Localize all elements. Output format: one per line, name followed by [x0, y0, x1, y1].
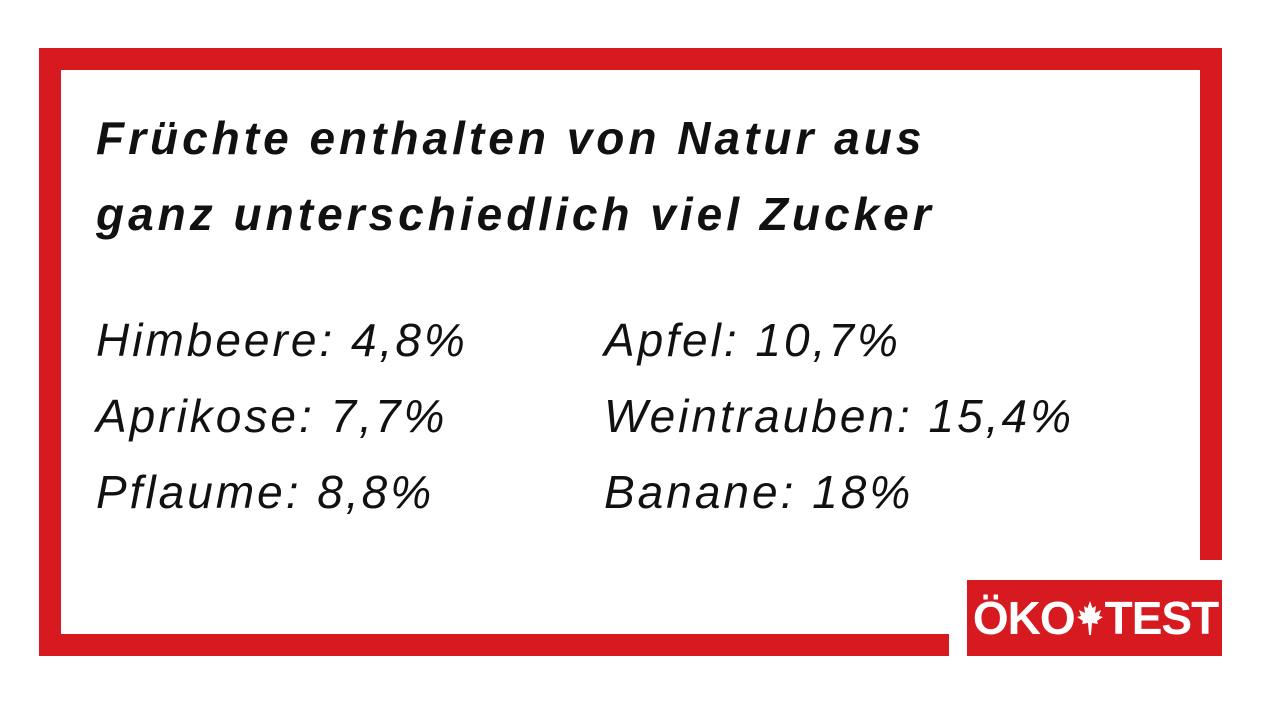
oekotest-logo: ÖKO TEST	[967, 580, 1222, 656]
leaf-icon	[1076, 601, 1103, 635]
fruit-item-weintrauben: Weintrauben: 15,4%	[604, 390, 1074, 442]
frame-bottom-bar	[39, 634, 949, 656]
fruit-item-himbeere: Himbeere: 4,8%	[96, 314, 468, 366]
frame-left-bar	[39, 48, 61, 656]
frame-right-bar	[1200, 48, 1222, 560]
frame-top-bar	[39, 48, 1222, 70]
logo-text-right: TEST	[1104, 592, 1220, 644]
fruit-sugar-list: Himbeere: 4,8% Aprikose: 7,7% Pflaume: 8…	[96, 302, 1176, 542]
fruit-item-pflaume: Pflaume: 8,8%	[96, 466, 435, 518]
fruit-item-banane: Banane: 18%	[604, 466, 914, 518]
fruit-item-apfel: Apfel: 10,7%	[604, 314, 901, 366]
headline-line-2: ganz unterschiedlich viel Zucker	[96, 188, 935, 240]
logo-text-left: ÖKO	[972, 592, 1076, 644]
headline: Früchte enthalten von Natur aus ganz unt…	[96, 100, 1156, 252]
headline-line-1: Früchte enthalten von Natur aus	[96, 112, 926, 164]
fruit-item-aprikose: Aprikose: 7,7%	[96, 390, 448, 442]
